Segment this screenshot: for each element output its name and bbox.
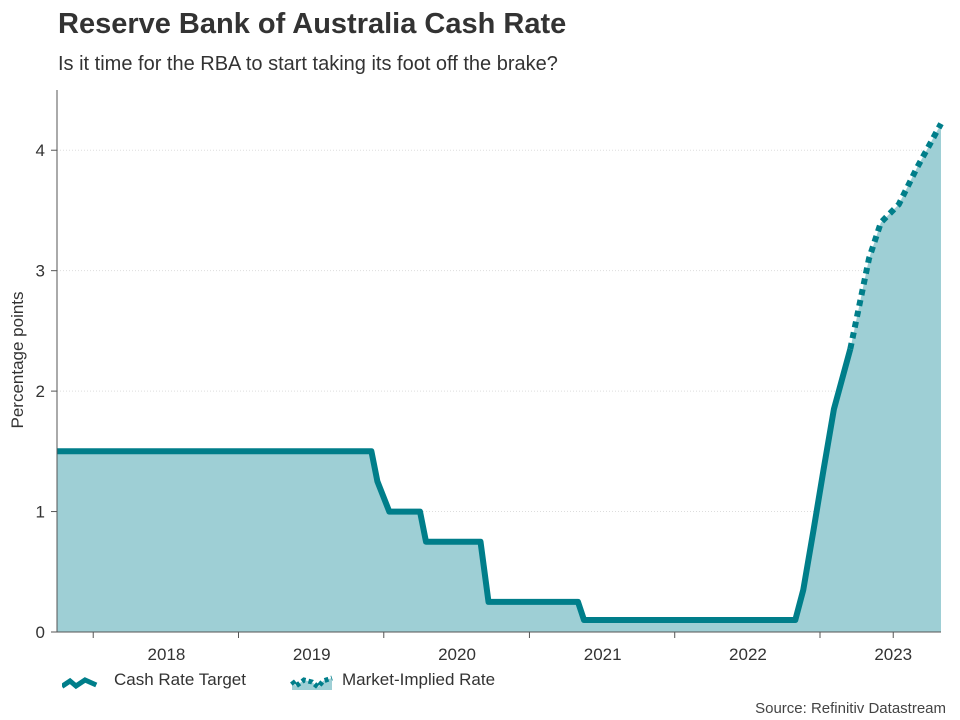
- legend-item-market-implied-rate: Market-Implied Rate: [290, 670, 495, 690]
- y-axis-label: Percentage points: [8, 291, 27, 428]
- x-tick-label: 2019: [293, 645, 331, 664]
- y-axis-ticks: 0 1 2 3 4: [36, 141, 57, 642]
- source-note: Source: Refinitiv Datastream: [755, 700, 946, 717]
- rate-area-fill: [57, 123, 941, 632]
- series-line-market-implied-rate: [847, 122, 944, 350]
- x-tick-label: 2023: [874, 645, 912, 664]
- x-tick-label: 2018: [148, 645, 186, 664]
- chart-subtitle: Is it time for the RBA to start taking i…: [58, 53, 558, 75]
- y-tick-label: 4: [36, 141, 45, 160]
- legend-label: Cash Rate Target: [114, 670, 246, 689]
- x-tick-label: 2022: [729, 645, 767, 664]
- legend-swatch-dotted-icon: [290, 675, 333, 690]
- y-tick-label: 0: [36, 623, 45, 642]
- x-axis-ticks: 2018 2019 2020 2021 2022 2023: [92, 632, 912, 664]
- legend-label: Market-Implied Rate: [342, 670, 496, 689]
- legend-item-cash-rate-target: Cash Rate Target: [62, 670, 246, 690]
- y-tick-label: 1: [36, 503, 45, 522]
- x-tick-label: 2020: [438, 645, 476, 664]
- series-line-cash-rate-target: [57, 348, 854, 623]
- y-tick-label: 3: [36, 262, 45, 281]
- x-tick-label: 2021: [584, 645, 622, 664]
- y-tick-label: 2: [36, 382, 45, 401]
- legend-swatch-solid-icon: [62, 677, 98, 690]
- axes: [56, 90, 941, 633]
- chart-title: Reserve Bank of Australia Cash Rate: [58, 8, 567, 40]
